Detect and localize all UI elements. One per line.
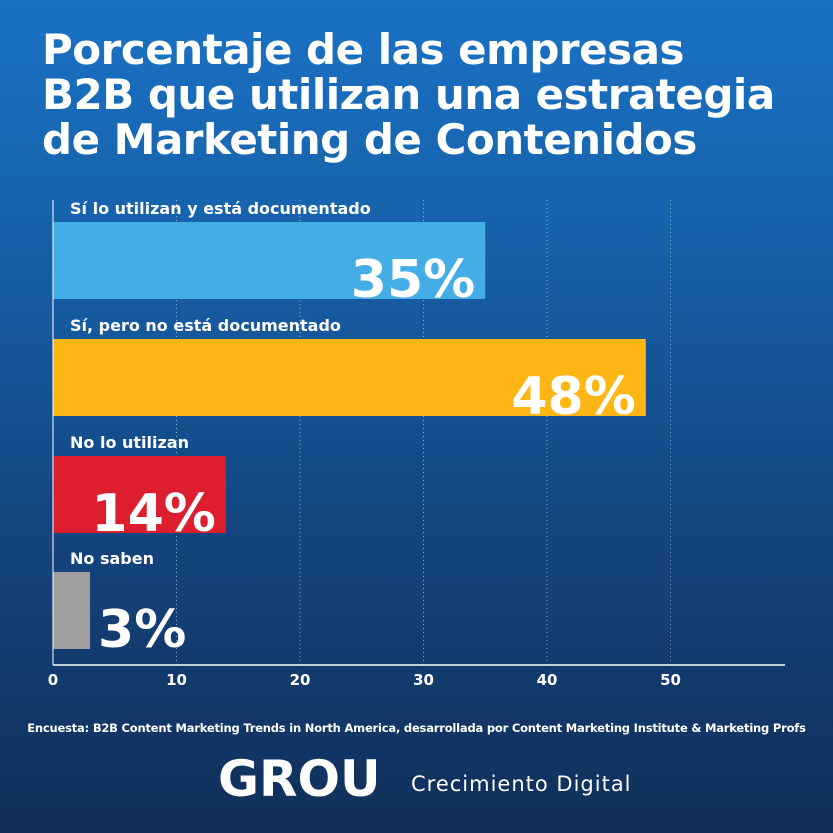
x-tick-label: 20 <box>290 671 311 689</box>
bar <box>53 222 486 299</box>
x-tick-label: 40 <box>537 671 558 689</box>
grou-logo: GROU <box>218 752 381 808</box>
x-tick-label: 30 <box>413 671 434 689</box>
value-label: 14% <box>91 484 215 544</box>
brand-tagline: Crecimiento Digital <box>411 772 632 796</box>
x-tick-label: 0 <box>48 671 58 689</box>
value-label: 3% <box>98 600 186 660</box>
title-line-3: de Marketing de Contenidos <box>42 115 697 164</box>
category-label: Sí, pero no está documentado <box>70 316 341 335</box>
bar <box>53 572 91 649</box>
value-label: 48% <box>511 367 635 427</box>
category-label: No saben <box>70 549 154 568</box>
category-label: No lo utilizan <box>70 433 189 452</box>
bar <box>53 339 646 416</box>
logo-wordmark: GROU <box>218 752 381 808</box>
title-line-1: Porcentaje de las empresas <box>42 25 684 74</box>
x-tick-label: 10 <box>166 671 187 689</box>
survey-source-note: Encuesta: B2B Content Marketing Trends i… <box>27 721 806 735</box>
x-tick-label: 50 <box>660 671 681 689</box>
bar-chart: Sí lo utilizan y está documentado 35% Sí, … <box>48 199 681 689</box>
bar <box>53 456 226 533</box>
category-label: Sí lo utilizan y está documentado <box>70 199 371 218</box>
title-line-2: B2B que utilizan una estrategia <box>42 70 775 119</box>
value-label: 35% <box>351 250 475 310</box>
